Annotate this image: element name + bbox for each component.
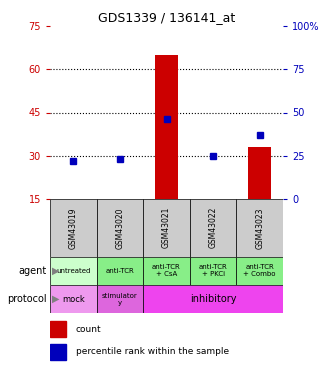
Text: mock: mock [62,295,85,304]
Bar [190,199,236,257]
Bar [236,257,283,285]
Text: stimulator
y: stimulator y [102,292,138,306]
Text: agent: agent [18,266,47,276]
Text: untreated: untreated [56,268,91,274]
Bar [50,321,66,337]
Text: anti-TCR
+ CsA: anti-TCR + CsA [152,264,181,278]
Bar [248,147,271,199]
Bar [236,199,283,257]
Bar [190,257,236,285]
Bar [50,285,97,313]
Bar [50,257,97,285]
Text: GSM43023: GSM43023 [255,207,264,249]
Text: GSM43022: GSM43022 [208,207,218,249]
Bar [97,257,143,285]
Text: anti-TCR
+ Combo: anti-TCR + Combo [243,264,276,278]
Text: count: count [76,325,101,334]
Bar [155,55,178,199]
Text: GSM43020: GSM43020 [115,207,125,249]
Text: ▶: ▶ [52,266,59,276]
Bar [50,344,66,360]
Text: GSM43021: GSM43021 [162,207,171,249]
Bar [143,285,283,313]
Text: protocol: protocol [7,294,47,304]
Text: anti-TCR: anti-TCR [106,268,134,274]
Text: percentile rank within the sample: percentile rank within the sample [76,348,229,357]
Title: GDS1339 / 136141_at: GDS1339 / 136141_at [98,11,235,24]
Bar [143,257,190,285]
Bar [50,199,97,257]
Bar [97,199,143,257]
Bar [143,199,190,257]
Text: inhibitory: inhibitory [190,294,236,304]
Bar [97,285,143,313]
Text: anti-TCR
+ PKCi: anti-TCR + PKCi [199,264,227,278]
Text: GSM43019: GSM43019 [69,207,78,249]
Text: ▶: ▶ [52,294,59,304]
